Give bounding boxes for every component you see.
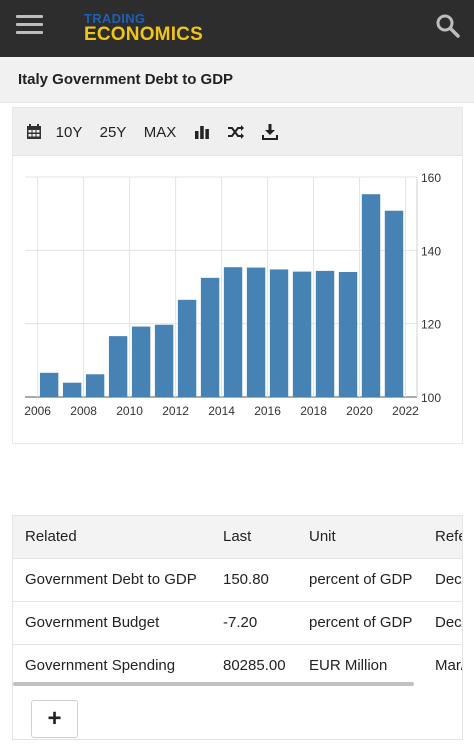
logo-text-trading: TRADING	[84, 11, 146, 26]
add-related-button[interactable]: +	[31, 700, 78, 738]
x-tick-label: 2008	[70, 404, 97, 418]
debt-to-gdp-bar-chart: 100 120 140 160 2006 2008 2010 2012 2014 2016 2018…	[24, 171, 441, 418]
bar-2020[interactable]	[361, 194, 381, 397]
range-25y-button[interactable]: 25Y	[99, 123, 127, 141]
column-header-last: Last	[223, 528, 252, 545]
table-header-row: Related Last Unit Reference	[13, 516, 462, 559]
chart-toolbar: 10Y 25Y MAX	[13, 108, 462, 156]
unit-value: EUR Million	[309, 657, 388, 674]
table-row: Government Spending 80285.00 EUR Million…	[13, 645, 462, 688]
calendar-icon[interactable]	[19, 108, 49, 156]
chart-card: 10Y 25Y MAX	[12, 107, 463, 444]
related-link-government-budget[interactable]: Government Budget	[25, 614, 160, 631]
y-tick-label: 100	[421, 391, 441, 405]
bar-2011[interactable]	[154, 324, 174, 397]
x-tick-label: 2012	[162, 404, 189, 418]
last-value: 80285.00	[223, 657, 286, 674]
bar-2008[interactable]	[85, 374, 105, 397]
related-link-government-debt-to-gdp[interactable]: Government Debt to GDP	[25, 571, 197, 588]
reference-value: Dec/21	[435, 614, 462, 631]
bar-2015[interactable]	[246, 267, 266, 397]
y-tick-label: 120	[421, 318, 441, 332]
last-value: 150.80	[223, 571, 269, 588]
bar-2019[interactable]	[338, 271, 358, 397]
bar-2014[interactable]	[223, 267, 243, 397]
x-tick-label: 2006	[24, 404, 51, 418]
x-tick-label: 2020	[346, 404, 373, 418]
column-header-unit: Unit	[309, 528, 336, 545]
search-icon[interactable]	[434, 12, 462, 40]
top-navigation-bar: TRADING ECONOMICS	[0, 0, 474, 57]
bar-2006[interactable]	[39, 372, 59, 397]
bar-2010[interactable]	[131, 326, 151, 397]
bar-2016[interactable]	[269, 269, 289, 397]
table-row: Government Debt to GDP 150.80 percent of…	[13, 559, 462, 602]
x-tick-label: 2016	[254, 404, 281, 418]
bar-chart-icon[interactable]	[189, 108, 215, 156]
last-value: -7.20	[223, 614, 258, 631]
column-header-reference: Reference	[435, 528, 462, 545]
reference-value: Mar/22	[435, 657, 462, 674]
range-10y-button[interactable]: 10Y	[55, 123, 83, 141]
x-tick-label: 2018	[300, 404, 327, 418]
unit-value: percent of GDP	[309, 614, 413, 631]
download-icon[interactable]	[257, 108, 283, 156]
hamburger-menu-icon[interactable]	[16, 14, 44, 36]
horizontal-scrollbar[interactable]	[13, 682, 414, 686]
bar-2017[interactable]	[292, 271, 312, 397]
column-header-related: Related	[25, 528, 77, 545]
related-link-government-spending[interactable]: Government Spending	[25, 657, 176, 674]
x-tick-label: 2010	[116, 404, 143, 418]
page-title: Italy Government Debt to GDP	[18, 71, 234, 88]
unit-value: percent of GDP	[309, 571, 413, 588]
range-max-button[interactable]: MAX	[143, 123, 177, 141]
shuffle-icon[interactable]	[223, 108, 249, 156]
x-tick-label: 2022	[392, 404, 419, 418]
reference-value: Dec/21	[435, 571, 462, 588]
bar-2012[interactable]	[177, 299, 197, 397]
y-tick-label: 160	[421, 171, 441, 185]
bar-2021[interactable]	[384, 210, 404, 397]
bar-2013[interactable]	[200, 277, 220, 397]
x-tick-label: 2014	[208, 404, 235, 418]
y-tick-label: 140	[421, 244, 441, 258]
related-indicators-card: Related Last Unit Reference Government D…	[12, 515, 463, 740]
page-title-bar: Italy Government Debt to GDP	[0, 57, 474, 103]
bar-2007[interactable]	[62, 382, 82, 397]
site-logo[interactable]: TRADING ECONOMICS	[84, 12, 214, 46]
logo-text-economics: ECONOMICS	[84, 24, 203, 45]
table-row: Government Budget -7.20 percent of GDP D…	[13, 602, 462, 645]
bar-2018[interactable]	[315, 270, 335, 397]
bar-2009[interactable]	[108, 336, 128, 397]
